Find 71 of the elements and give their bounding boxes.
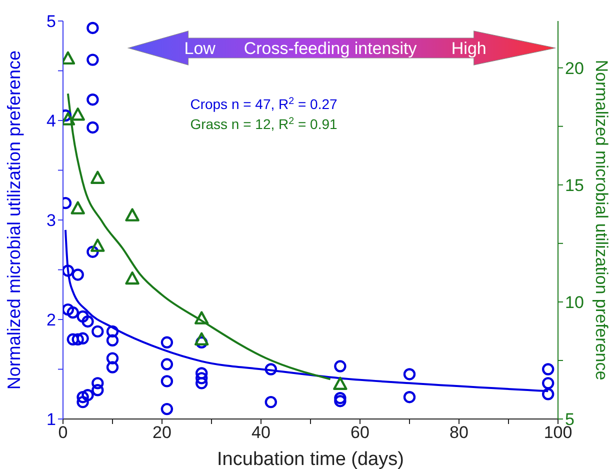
point <box>70 201 85 214</box>
point <box>403 391 416 404</box>
point <box>334 360 346 372</box>
point <box>86 121 99 134</box>
point <box>542 377 554 390</box>
y2-axis-title: Normalized microbial utilization preference <box>592 60 611 380</box>
point <box>86 54 99 66</box>
point <box>70 108 85 121</box>
point <box>92 384 104 396</box>
point <box>76 391 89 404</box>
point <box>72 268 84 281</box>
point <box>86 246 99 258</box>
point <box>334 392 346 404</box>
point <box>542 388 554 400</box>
y-tick-label: 1 <box>46 410 56 430</box>
point <box>333 376 348 390</box>
point <box>106 352 119 364</box>
point <box>194 311 209 324</box>
point <box>160 358 174 370</box>
point <box>106 334 119 346</box>
point <box>196 372 208 384</box>
x-tick-label: 0 <box>58 423 68 442</box>
y2-tick-label: 15 <box>565 176 584 195</box>
point <box>106 325 119 338</box>
point <box>66 333 79 346</box>
point <box>92 377 104 390</box>
point <box>194 332 209 346</box>
y-axis-title: Normalized microbial utilization preference <box>4 50 24 390</box>
point <box>106 361 119 374</box>
y-tick-label: 4 <box>46 112 56 131</box>
annotation: Grass n = 12, R$^{2}$ = 0.91 <box>190 116 338 132</box>
point <box>264 363 277 376</box>
y-tick-label: 2 <box>46 310 56 330</box>
point <box>196 367 208 380</box>
point <box>92 325 104 338</box>
point <box>82 315 94 328</box>
y-tick-label: 3 <box>46 211 56 230</box>
x-tick-label: 80 <box>450 423 468 442</box>
point <box>72 333 84 346</box>
point <box>196 377 208 390</box>
annotation: Cross-feeding intensity <box>244 39 418 58</box>
point <box>334 394 346 408</box>
y2-tick-label: 20 <box>565 58 584 78</box>
point <box>63 303 74 316</box>
annotation: High <box>451 39 486 58</box>
point <box>125 208 140 222</box>
y-tick-label: 5 <box>46 12 56 32</box>
point <box>66 306 79 319</box>
point <box>125 271 140 285</box>
point <box>82 389 94 402</box>
point <box>86 22 99 34</box>
annotation: Low <box>184 39 216 58</box>
annotation: Crops n = 47, R$^{2}$ = 0.27 <box>190 96 338 112</box>
x-tick-label: 60 <box>350 423 370 442</box>
x-axis-title: Incubation time (days) <box>217 449 404 469</box>
point <box>63 264 74 277</box>
point <box>160 402 174 416</box>
y2-tick-label: 10 <box>565 292 584 312</box>
x-tick-label: 40 <box>252 423 270 442</box>
point <box>542 363 554 376</box>
x-tick-label: 20 <box>152 423 172 442</box>
point <box>76 332 89 345</box>
point <box>160 336 174 348</box>
point <box>90 170 105 184</box>
point <box>403 368 416 380</box>
point <box>86 94 99 106</box>
point <box>264 396 277 408</box>
point <box>76 310 89 323</box>
point <box>90 238 105 252</box>
point <box>76 396 89 408</box>
point <box>160 375 174 388</box>
